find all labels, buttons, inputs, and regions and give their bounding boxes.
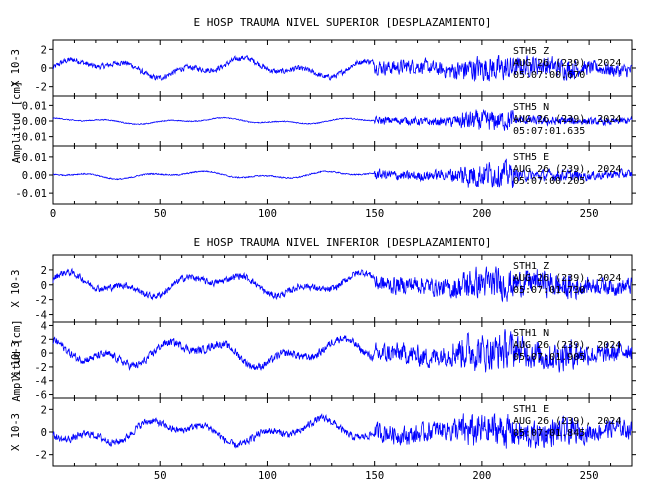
annotation-line: STH1 N (513, 328, 549, 339)
y-tick-label: -0.01 (15, 132, 47, 144)
chart-superior: E HOSP TRAUMA NIVEL SUPERIOR [DESPLAZAMI… (10, 16, 636, 220)
y-tick-label: -6 (34, 390, 47, 402)
y-tick-label: -4 (34, 310, 47, 322)
scale-label: X 10-3 (10, 270, 22, 308)
annotation-line: 05:07:00.670 (513, 70, 585, 81)
x-tick-label: 150 (365, 470, 384, 482)
x-tick-label: 100 (258, 208, 277, 220)
y-tick-label: 0.01 (22, 100, 47, 112)
x-tick-label: 200 (472, 208, 491, 220)
chart-title: E HOSP TRAUMA NIVEL SUPERIOR [DESPLAZAMI… (193, 16, 491, 29)
x-tick-label: 0 (50, 208, 56, 220)
y-tick-label: 2 (41, 265, 47, 277)
annotation-line: 05:07:01.905 (513, 352, 585, 363)
x-tick-label: 200 (472, 470, 491, 482)
y-tick-label: 0.00 (22, 116, 47, 128)
annotation-line: 05:07:01.730 (513, 285, 585, 296)
y-tick-label: 0 (41, 63, 47, 75)
trace-sth5-n (52, 108, 633, 131)
x-tick-label: 100 (258, 470, 277, 482)
trace-sth1-n (52, 329, 633, 373)
annotation-line: AUG 26 (239), 2024 (513, 273, 621, 284)
y-tick-label: -2 (34, 362, 47, 374)
annotation-line: AUG 26 (239), 2024 (513, 114, 621, 125)
scale-label: X 10-3 (10, 49, 22, 87)
scale-label: X 10-3 (10, 413, 22, 451)
y-tick-label: 2 (41, 404, 47, 416)
annotation-line: AUG 26 (239), 2024 (513, 340, 621, 351)
y-tick-label: 0.01 (22, 152, 47, 164)
y-tick-label: 2 (41, 44, 47, 56)
y-tick-label: 2 (41, 334, 47, 346)
y-tick-label: -2 (34, 295, 47, 307)
annotation-line: AUG 26 (239), 2024 (513, 416, 621, 427)
annotation-line: AUG 26 (239), 2024 (513, 58, 621, 69)
annotation-line: 05:07:01.845 (513, 428, 585, 439)
y-tick-label: 4 (41, 320, 47, 332)
trace-sth1-e (52, 412, 633, 449)
y-axis-label: Amplitud [cm] (11, 81, 23, 163)
x-tick-label: 50 (154, 208, 167, 220)
y-tick-label: -4 (34, 376, 47, 388)
annotation-line: 05:07:00.205 (513, 176, 585, 187)
annotation-line: AUG 26 (239), 2024 (513, 164, 621, 175)
trace-sth5-z (52, 54, 633, 82)
y-axis-label: Amplitud [cm] (11, 319, 23, 401)
y-tick-label: -2 (34, 450, 47, 462)
chart-title: E HOSP TRAUMA NIVEL INFERIOR [DESPLAZAMI… (193, 236, 491, 249)
x-tick-label: 150 (365, 208, 384, 220)
annotation-line: STH1 Z (513, 261, 549, 272)
x-tick-label: 250 (580, 208, 599, 220)
y-tick-label: 0 (41, 348, 47, 360)
y-tick-label: 0.00 (22, 170, 47, 182)
y-tick-label: -2 (34, 82, 47, 94)
trace-sth1-z (52, 266, 633, 303)
x-tick-label: 50 (154, 470, 167, 482)
chart-inferior: E HOSP TRAUMA NIVEL INFERIOR [DESPLAZAMI… (10, 236, 636, 482)
scale-label: X 10-3 (10, 341, 22, 379)
annotation-line: STH5 E (513, 152, 549, 163)
trace-sth5-e (52, 158, 633, 189)
annotation-line: STH5 Z (513, 46, 549, 57)
annotation-line: STH5 N (513, 102, 549, 113)
annotation-line: 05:07:01.635 (513, 126, 585, 137)
y-tick-label: 0 (41, 280, 47, 292)
annotation-line: STH1 E (513, 404, 549, 415)
y-tick-label: -0.01 (15, 188, 47, 200)
y-tick-label: 0 (41, 427, 47, 439)
x-tick-label: 250 (580, 470, 599, 482)
